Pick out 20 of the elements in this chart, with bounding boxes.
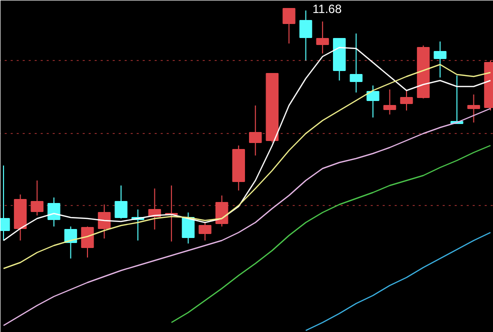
candlestick <box>366 85 380 118</box>
candlestick <box>198 222 212 241</box>
candlestick <box>249 105 262 156</box>
candlestick <box>400 90 413 111</box>
candlestick <box>215 195 228 227</box>
candlestick <box>114 185 128 219</box>
candlestick <box>182 212 195 244</box>
candlestick <box>48 197 60 227</box>
candlestick <box>350 33 363 93</box>
candlestick <box>81 226 94 258</box>
candlestick <box>316 21 329 54</box>
candlestick <box>467 94 480 123</box>
annotation: 11.68 <box>312 2 342 16</box>
candlestick <box>30 180 44 216</box>
candlestick <box>64 226 78 259</box>
candlestick <box>434 41 446 78</box>
candlestick <box>282 8 296 44</box>
candlestick <box>299 10 312 61</box>
candlestick <box>383 89 396 115</box>
candlestick <box>98 204 111 239</box>
